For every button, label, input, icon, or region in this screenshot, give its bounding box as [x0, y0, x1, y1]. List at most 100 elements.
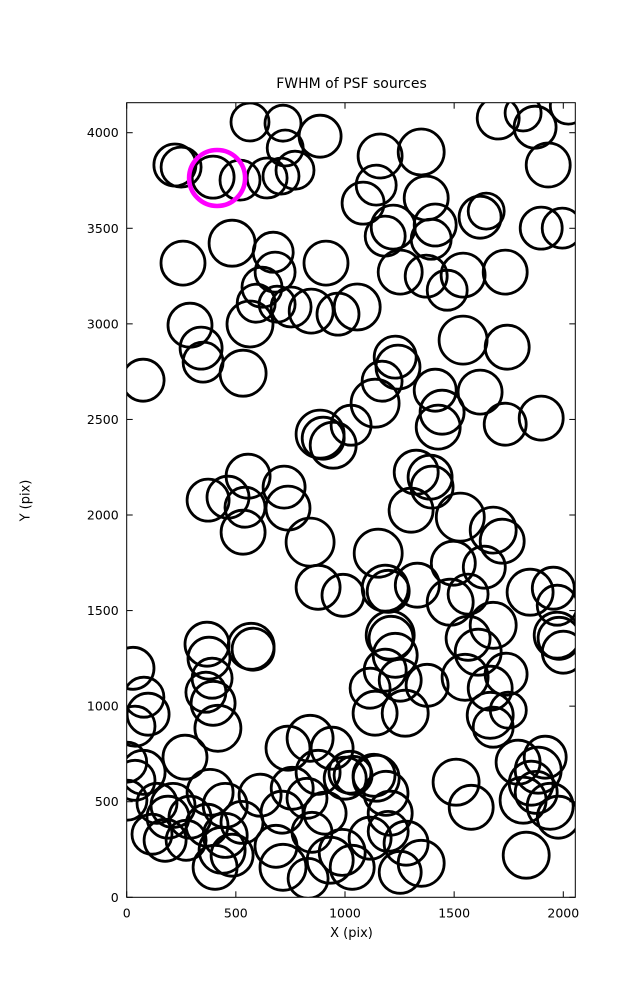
psf-circle — [164, 818, 208, 862]
psf-circle — [230, 626, 276, 672]
psf-circle — [349, 377, 401, 429]
y-tick-label: 1000 — [87, 699, 119, 714]
psf-circle — [332, 282, 382, 332]
psf-circle — [366, 789, 414, 837]
psf-circle — [284, 516, 336, 568]
psf-circle — [434, 491, 486, 543]
psf-circle — [265, 128, 305, 168]
psf-circle — [237, 772, 283, 818]
psf-circle — [365, 568, 411, 614]
psf-circle — [437, 314, 489, 366]
psf-circle — [189, 679, 237, 727]
psf-circle — [332, 754, 374, 796]
x-tick-label: 1500 — [438, 905, 470, 920]
psf-circle — [190, 154, 236, 200]
psf-circle — [362, 647, 408, 693]
psf-circle — [505, 567, 555, 617]
psf-circle — [412, 367, 458, 413]
x-tick-label: 500 — [224, 905, 248, 920]
psf-circle — [456, 368, 504, 416]
psf-circle — [219, 800, 265, 845]
y-tick-label: 0 — [111, 890, 119, 905]
psf-circle — [540, 629, 576, 675]
psf-circle — [439, 251, 487, 299]
psf-circle — [540, 206, 576, 250]
psf-circle — [466, 191, 506, 231]
psf-circle — [482, 401, 528, 447]
psf-circle — [261, 464, 307, 510]
psf-circle — [352, 527, 404, 579]
psf-circle — [161, 733, 209, 781]
psf-circle — [320, 572, 366, 618]
psf-circle — [548, 102, 576, 126]
psf-circle — [403, 253, 449, 299]
psf-circle — [425, 268, 469, 312]
psf-circle — [354, 163, 398, 207]
psf-circle — [159, 145, 203, 189]
psf-circle — [372, 334, 418, 380]
psf-circle — [468, 505, 518, 555]
psf-circle — [376, 248, 424, 296]
x-tick-label: 2000 — [547, 905, 579, 920]
psf-circles-group — [126, 102, 576, 898]
psf-circle — [340, 180, 386, 226]
psf-circle — [371, 631, 419, 679]
psf-circle — [184, 670, 228, 714]
psf-circle — [328, 843, 376, 891]
psf-circle — [297, 113, 343, 159]
psf-circle — [536, 615, 576, 661]
psf-circle — [382, 819, 430, 867]
psf-circle — [229, 102, 271, 143]
psf-circle — [130, 812, 174, 856]
psf-circle — [253, 250, 297, 294]
psf-circle — [393, 561, 441, 609]
psf-circle — [380, 688, 430, 738]
psf-circle — [178, 325, 224, 371]
psf-circle — [530, 565, 576, 611]
psf-circle — [360, 359, 404, 403]
psf-circle — [235, 282, 277, 324]
psf-circle — [518, 205, 564, 251]
psf-circle — [302, 239, 350, 287]
y-tick-label: 3000 — [87, 316, 119, 331]
psf-circle — [513, 770, 559, 815]
psf-circle — [503, 102, 543, 133]
psf-circle — [524, 141, 572, 189]
psf-circle — [224, 452, 272, 500]
psf-circle — [356, 132, 404, 180]
psf-circle — [409, 217, 453, 261]
psf-circle — [468, 600, 518, 650]
psf-circle — [387, 486, 435, 534]
psf-circle — [285, 776, 329, 820]
x-tick-label: 0 — [123, 905, 131, 920]
psf-circle — [440, 652, 490, 702]
psf-circle — [522, 734, 568, 780]
psf-circle — [269, 285, 313, 329]
x-axis-label: X (pix) — [330, 926, 373, 941]
psf-circle — [159, 239, 207, 287]
psf-circle — [347, 815, 393, 861]
psf-circle — [329, 403, 373, 447]
psf-circle — [126, 357, 166, 403]
psf-circle — [374, 343, 422, 391]
psf-circle — [481, 248, 529, 296]
psf-circle — [166, 301, 214, 349]
psf-circle — [226, 621, 276, 671]
psf-circle — [209, 832, 255, 878]
psf-circle — [517, 394, 565, 442]
psf-circle — [126, 675, 166, 719]
psf-circle — [431, 757, 481, 807]
highlighted-psf-circle — [186, 147, 248, 209]
psf-circle — [501, 830, 551, 880]
y-tick-label: 3500 — [87, 221, 119, 236]
psf-circle — [269, 765, 315, 811]
psf-circle — [126, 645, 156, 691]
psf-circle — [263, 103, 303, 143]
psf-circle — [300, 415, 346, 461]
psf-circle — [219, 508, 267, 556]
psf-circle — [126, 704, 157, 748]
psf-circle — [135, 781, 179, 825]
psf-circle — [457, 194, 503, 240]
y-tick-label: 1500 — [87, 603, 119, 618]
